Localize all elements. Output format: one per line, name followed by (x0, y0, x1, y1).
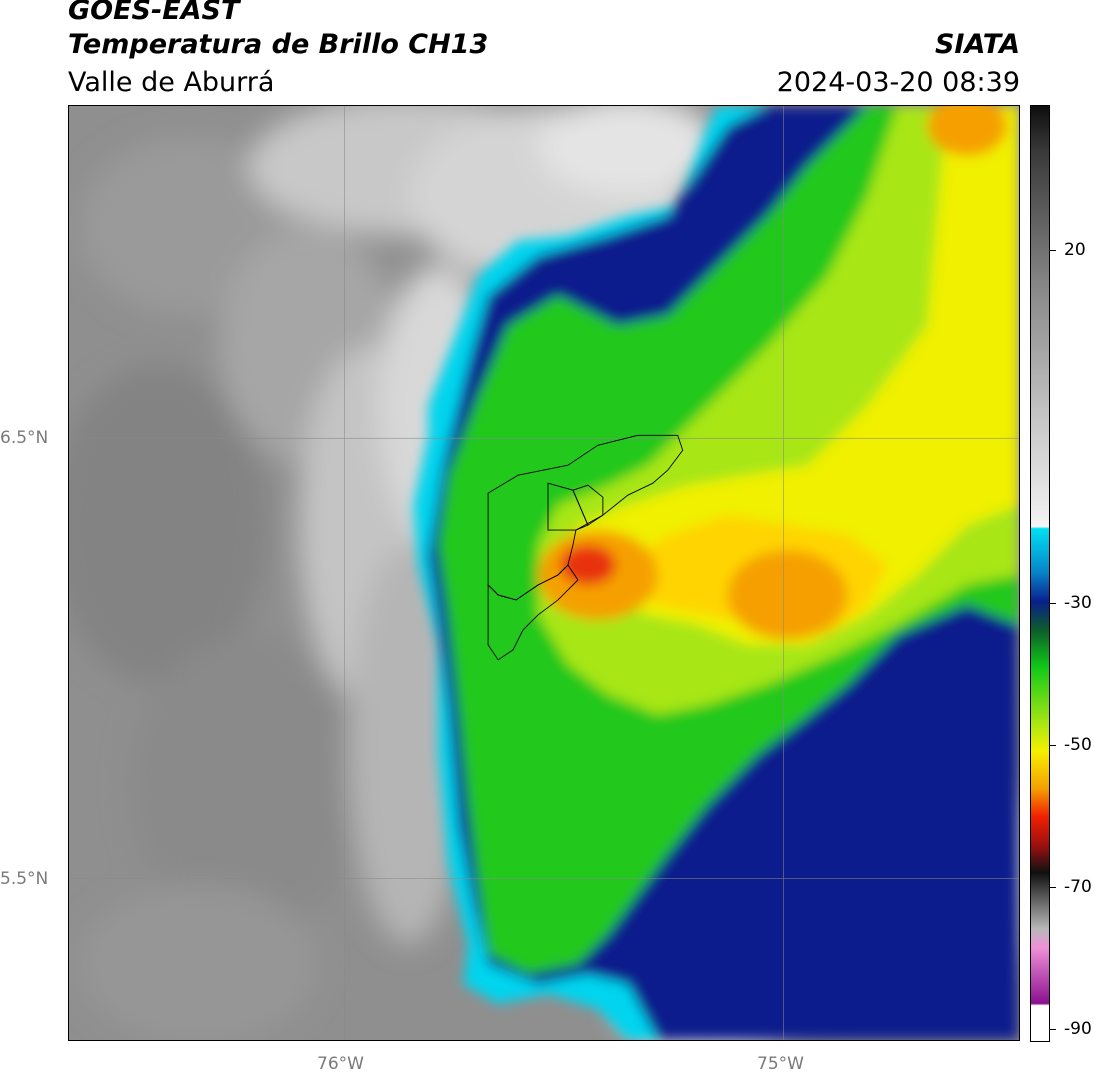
brightness-temperature-field (69, 106, 1019, 1040)
colorbar-label-minus50: -50 (1064, 735, 1092, 755)
colorbar-label-minus70: -70 (1064, 877, 1092, 897)
lat-label-6-5: 6.5°N (0, 428, 49, 448)
colorbar (1030, 105, 1050, 1042)
lon-label-76w: 76°W (317, 1054, 364, 1074)
colorbar-tick-minus30 (1050, 603, 1056, 604)
colorbar-tick-20 (1050, 250, 1056, 251)
map-title: GOES-EAST (68, 0, 240, 26)
colorbar-label-minus90: -90 (1064, 1019, 1092, 1039)
satellite-map (68, 105, 1020, 1041)
institution-label: SIATA (934, 29, 1020, 60)
colorbar-tick-minus90 (1050, 1029, 1056, 1030)
municipal-boundaries (487, 434, 684, 661)
colorbar-label-20: 20 (1064, 240, 1086, 260)
colorbar-tick-minus70 (1050, 887, 1056, 888)
region-label: Valle de Aburrá (68, 67, 275, 98)
timestamp-label: 2024-03-20 08:39 (776, 67, 1020, 98)
colorbar-gradient (1031, 106, 1049, 1041)
colorbar-tick-minus50 (1050, 745, 1056, 746)
graticule (69, 106, 1019, 1040)
colorbar-label-minus30: -30 (1064, 593, 1092, 613)
lon-label-75w: 75°W (757, 1054, 804, 1074)
map-subtitle: Temperatura de Brillo CH13 (68, 29, 489, 60)
lat-label-5-5: 5.5°N (0, 869, 49, 889)
